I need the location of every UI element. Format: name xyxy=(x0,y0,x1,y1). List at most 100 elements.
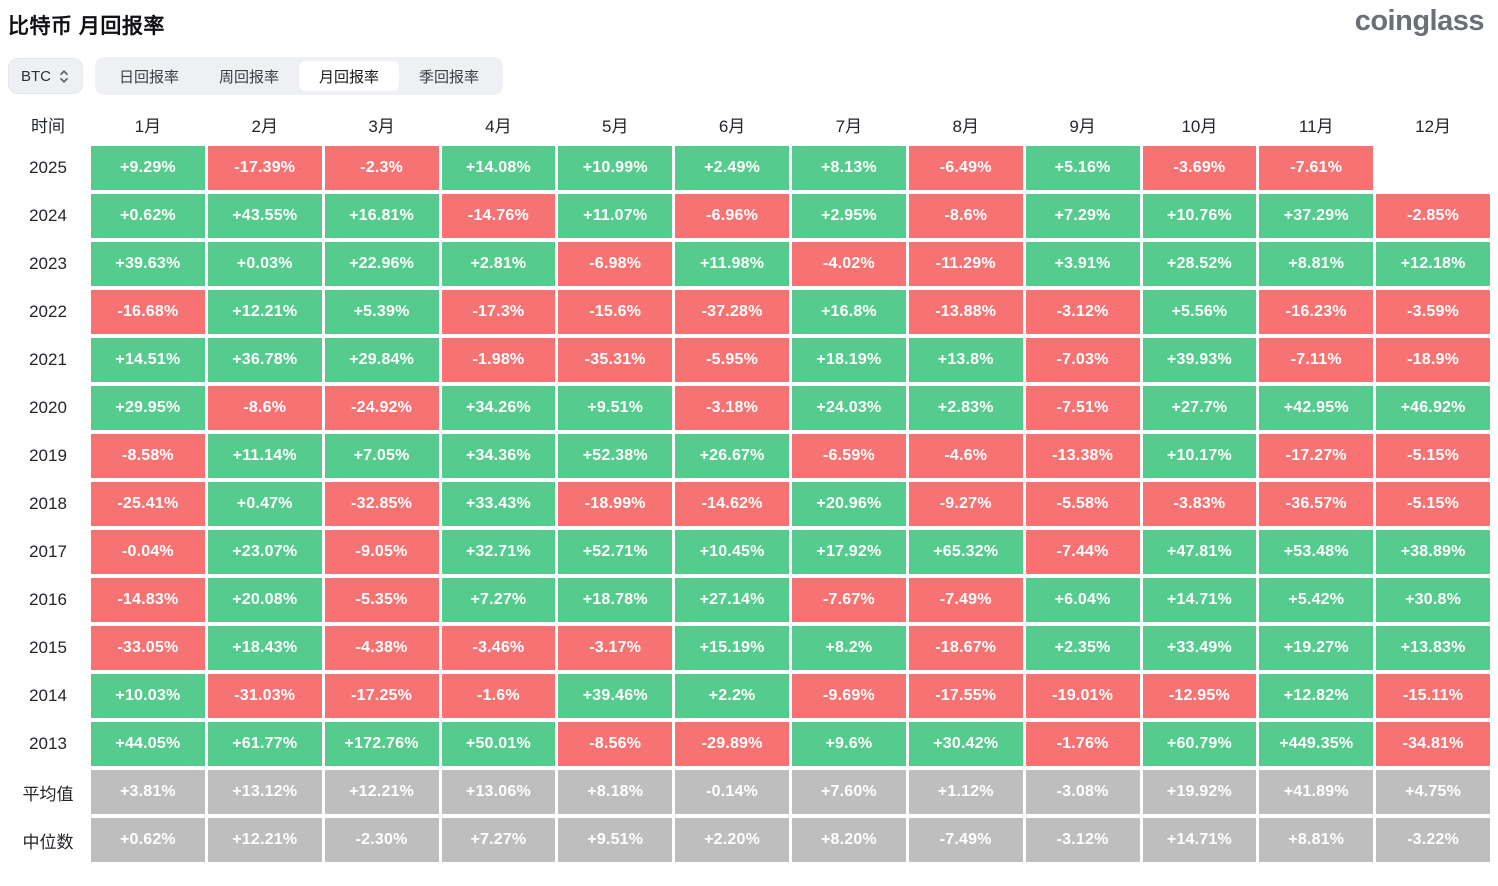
return-cell: -7.11% xyxy=(1259,338,1374,382)
return-cell: -6.49% xyxy=(908,146,1023,190)
tab-monthly-return[interactable]: 月回报率 xyxy=(299,61,399,91)
return-cell: +39.63% xyxy=(91,242,205,286)
return-cell: +449.35% xyxy=(1259,722,1374,766)
return-cell: +13.12% xyxy=(207,770,322,814)
col-header-month-2: 2月 xyxy=(251,116,278,136)
row-label-2019: 2019 xyxy=(29,446,67,465)
col-header-month-1: 1月 xyxy=(134,116,162,136)
chevron-updown-icon xyxy=(58,69,70,84)
return-cell: +42.95% xyxy=(1259,386,1374,430)
return-cell: -1.6% xyxy=(441,674,556,718)
return-cell: -14.83% xyxy=(91,578,205,622)
return-cell: +32.71% xyxy=(441,530,556,574)
return-cell: -3.59% xyxy=(1376,290,1490,334)
return-cell: -2.3% xyxy=(324,146,439,190)
return-cell: -8.6% xyxy=(908,194,1023,238)
return-cell: -15.11% xyxy=(1376,674,1490,718)
return-cell: +7.05% xyxy=(324,434,439,478)
coinglass-logo: coinglass xyxy=(1354,5,1485,37)
return-cell: -7.49% xyxy=(908,578,1023,622)
return-cell: +18.43% xyxy=(207,626,322,670)
col-header-month-10: 10月 xyxy=(1181,116,1218,136)
return-cell: +0.03% xyxy=(207,242,322,286)
return-cell: -31.03% xyxy=(207,674,322,718)
return-cell: +14.51% xyxy=(91,338,205,382)
col-header-month-3: 3月 xyxy=(368,116,395,136)
return-cell: +12.21% xyxy=(207,290,322,334)
return-cell: -2.30% xyxy=(324,818,439,862)
coin-selector[interactable]: BTC xyxy=(8,58,83,94)
return-cell: +65.32% xyxy=(908,530,1023,574)
return-cell: -11.29% xyxy=(908,242,1023,286)
return-cell: +0.62% xyxy=(91,818,205,862)
return-cell: +60.79% xyxy=(1142,722,1257,766)
return-cell: +2.81% xyxy=(441,242,556,286)
return-cell: +20.08% xyxy=(207,578,322,622)
tab-daily-return[interactable]: 日回报率 xyxy=(118,68,179,86)
return-cell: +4.75% xyxy=(1376,770,1490,814)
return-cell: +30.42% xyxy=(908,722,1023,766)
return-cell: +2.20% xyxy=(675,818,789,862)
return-cell: +26.67% xyxy=(675,434,789,478)
row-label-2025: 2025 xyxy=(29,158,67,177)
row-label-中位数: 中位数 xyxy=(22,832,74,852)
return-cell: +13.8% xyxy=(908,338,1023,382)
return-cell: -0.14% xyxy=(675,770,789,814)
return-cell: -3.22% xyxy=(1376,818,1490,862)
return-cell: +28.52% xyxy=(1142,242,1257,286)
return-cell: +8.20% xyxy=(792,818,906,862)
return-cell: +27.7% xyxy=(1142,386,1257,430)
return-cell: +12.82% xyxy=(1259,674,1374,718)
return-cell: -33.05% xyxy=(91,626,205,670)
return-cell: -35.31% xyxy=(558,338,673,382)
return-cell: +3.81% xyxy=(91,770,205,814)
return-cell: -8.56% xyxy=(558,722,673,766)
col-header-month-8: 8月 xyxy=(952,116,979,136)
return-cell: +8.13% xyxy=(792,146,906,190)
page-title: 比特币 月回报率 xyxy=(8,15,165,38)
return-cell: +34.36% xyxy=(441,434,556,478)
return-cell: -18.99% xyxy=(558,482,673,526)
return-cell: +12.21% xyxy=(324,770,439,814)
return-cell: -14.76% xyxy=(441,194,556,238)
return-cell: -16.68% xyxy=(91,290,205,334)
return-cell: -5.95% xyxy=(675,338,789,382)
return-cell: +46.92% xyxy=(1376,386,1490,430)
return-cell: +11.98% xyxy=(675,242,789,286)
row-label-2020: 2020 xyxy=(29,398,67,417)
return-cell: +27.14% xyxy=(675,578,789,622)
col-header-month-12: 12月 xyxy=(1415,116,1452,136)
return-cell: +2.49% xyxy=(675,146,789,190)
return-cell: +7.60% xyxy=(792,770,906,814)
return-cell: +18.78% xyxy=(558,578,673,622)
return-cell: +16.8% xyxy=(792,290,906,334)
return-cell: -9.69% xyxy=(792,674,906,718)
return-cell: -14.62% xyxy=(675,482,789,526)
tab-weekly-return[interactable]: 周回报率 xyxy=(218,68,279,86)
return-cell: +37.29% xyxy=(1259,194,1374,238)
return-cell: -3.17% xyxy=(558,626,673,670)
return-cell: +2.83% xyxy=(908,386,1023,430)
return-cell: +30.8% xyxy=(1376,578,1490,622)
return-cell: +13.83% xyxy=(1376,626,1490,670)
coin-selector-value: BTC xyxy=(21,67,51,85)
return-cell: -32.85% xyxy=(324,482,439,526)
tab-quarterly-return[interactable]: 季回报率 xyxy=(418,68,479,86)
return-cell: +47.81% xyxy=(1142,530,1257,574)
return-cell: -7.61% xyxy=(1259,146,1374,190)
return-cell: +2.35% xyxy=(1025,626,1140,670)
return-cell: -3.46% xyxy=(441,626,556,670)
return-cell: +61.77% xyxy=(207,722,322,766)
return-cell: -7.67% xyxy=(792,578,906,622)
return-cell: +8.81% xyxy=(1259,818,1374,862)
return-cell: -12.95% xyxy=(1142,674,1257,718)
return-cell: +8.2% xyxy=(792,626,906,670)
row-label-2014: 2014 xyxy=(29,686,67,705)
return-cell: -18.9% xyxy=(1376,338,1490,382)
return-cell: +14.71% xyxy=(1142,578,1257,622)
return-cell: -3.08% xyxy=(1025,770,1140,814)
return-cell: +10.17% xyxy=(1142,434,1257,478)
return-cell: -29.89% xyxy=(675,722,789,766)
return-cell: -13.38% xyxy=(1025,434,1140,478)
row-label-2021: 2021 xyxy=(29,350,67,369)
